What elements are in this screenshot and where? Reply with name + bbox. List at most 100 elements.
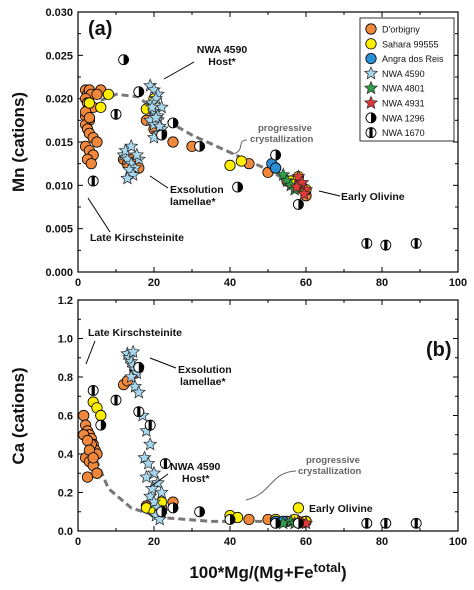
legend-item: NWA 4590 [363,65,425,80]
y-tick-label: 0.8 [58,372,73,384]
panel-b-points [78,344,422,530]
x-tick-label: 60 [300,536,312,548]
panel-a-label: (a) [88,18,112,40]
data-point [167,502,179,514]
data-point [87,385,99,396]
data-point [270,517,282,529]
data-point [85,158,97,170]
y-tick-label: 0.015 [45,137,73,149]
annotation-early-olivine-a: Early Olivine [341,191,405,203]
x-tick-label: 40 [224,277,236,289]
data-point [361,237,373,249]
y-tick-label: 0.030 [45,7,73,19]
data-point [152,118,167,133]
data-point [141,456,156,470]
data-point [83,97,96,109]
data-point [95,101,107,113]
data-point [133,406,145,418]
annotation-early-pointer-a [318,190,341,197]
annotation-exsolution-b-line2: lamellae* [180,376,226,388]
data-point [380,517,392,529]
data-point [120,170,135,185]
panel-b-plot-frame [77,299,459,532]
series-nwa-1670 [87,385,422,529]
legend-marker [365,112,377,124]
legend-marker [363,65,379,80]
legend-items: D'orbigny Sahara 99555 Angra dos Reis NWA 4… [363,23,444,138]
data-point [292,198,304,210]
x-tick-label: 0 [75,277,81,289]
panel-a: 0 20 40 60 80 100 0.000 0.005 0.010 0.015 0.020 0.0… [9,7,467,289]
data-point [81,434,94,447]
data-point [139,469,154,484]
data-point [194,506,206,518]
y-tick-label: 0.000 [45,267,73,279]
panel-a-y-axis-title: Mn (cations) [9,92,28,192]
data-point [91,88,103,100]
annotation-late-pointer-b [85,340,96,365]
legend-marker [365,52,377,65]
annotation-exsolution-line1: Exsolution [170,184,224,196]
panel-b-label: (b) [426,339,452,361]
data-point [270,149,282,161]
data-point [292,502,304,514]
data-point [143,436,158,451]
data-point [95,419,107,431]
data-point [102,88,115,100]
x-tick-label: 80 [376,277,388,289]
series-d-orbigny [78,367,312,527]
data-point [361,517,373,529]
data-point [83,112,96,124]
y-tick-label: 0.0 [58,526,73,538]
panel-b: 0 20 40 60 80 100 0.0 0.2 0.4 0.6 0.8 1.0 1.2 (b) Ca… [9,295,467,548]
data-point [110,108,122,120]
data-point [292,517,304,529]
legend-item: Angra dos Reis [365,52,444,65]
legend-label: NWA 1670 [382,128,425,138]
legend-label: NWA 4801 [382,84,425,94]
legend-label: Angra dos Reis [382,54,444,64]
data-point [289,179,304,194]
x-tick-label: 40 [224,536,236,548]
data-point [87,452,99,464]
annotation-progressive-a-line2: crystallization [250,134,314,145]
x-tick-label: 60 [300,277,312,289]
data-point [81,471,94,483]
y-tick-label: 0.6 [58,411,73,423]
x-axis-title: 100*Mg/(Mg+Fetotal) [189,560,346,582]
legend-marker [363,95,379,110]
series-nwa-4931 [289,169,314,201]
data-point [235,155,247,167]
annotation-late-kirschsteinite-b: Late Kirschsteinite [88,327,182,339]
legend-label: NWA 4931 [382,99,425,109]
data-point [159,458,171,470]
annotation-host-b-line2: Host* [182,473,210,485]
legend-marker [365,38,377,50]
legend-item: NWA 4931 [363,95,425,110]
y-tick-label: 1.2 [58,295,73,307]
legend: D'orbigny Sahara 99555 Angra dos Reis NWA 4… [359,17,455,142]
panel-a-points [80,54,422,251]
y-tick-label: 1.0 [58,334,73,346]
data-point [167,117,179,129]
annotation-late-kirschsteinite-a: Late Kirschsteinite [90,232,184,244]
data-point [78,409,90,422]
x-axis-title-superscript: total [314,560,341,575]
annotation-exsolution-pointer [149,175,169,189]
legend-item: NWA 4801 [363,80,425,95]
data-point [126,344,141,358]
data-point [131,384,146,399]
annotation-progressive-b-line1: progressive [306,455,360,466]
legend-marker [365,23,377,35]
data-point [118,54,130,66]
x-axis-title-main: 100*Mg/(Mg+Fe [189,563,313,582]
panel-a-plot-frame [77,11,459,273]
annotation-host-pointer-b [149,473,169,488]
annotation-progressive-pointer-a [231,139,248,155]
data-point [269,162,282,174]
legend-marker [363,80,379,95]
legend-item: D'orbigny [365,23,420,35]
panel-a-ticks: 0 20 40 60 80 100 0.000 0.005 0.010 0.015 0.020 0.0… [45,7,467,289]
series-angra-dos-reis [266,158,282,174]
y-tick-label: 0.025 [45,50,73,62]
